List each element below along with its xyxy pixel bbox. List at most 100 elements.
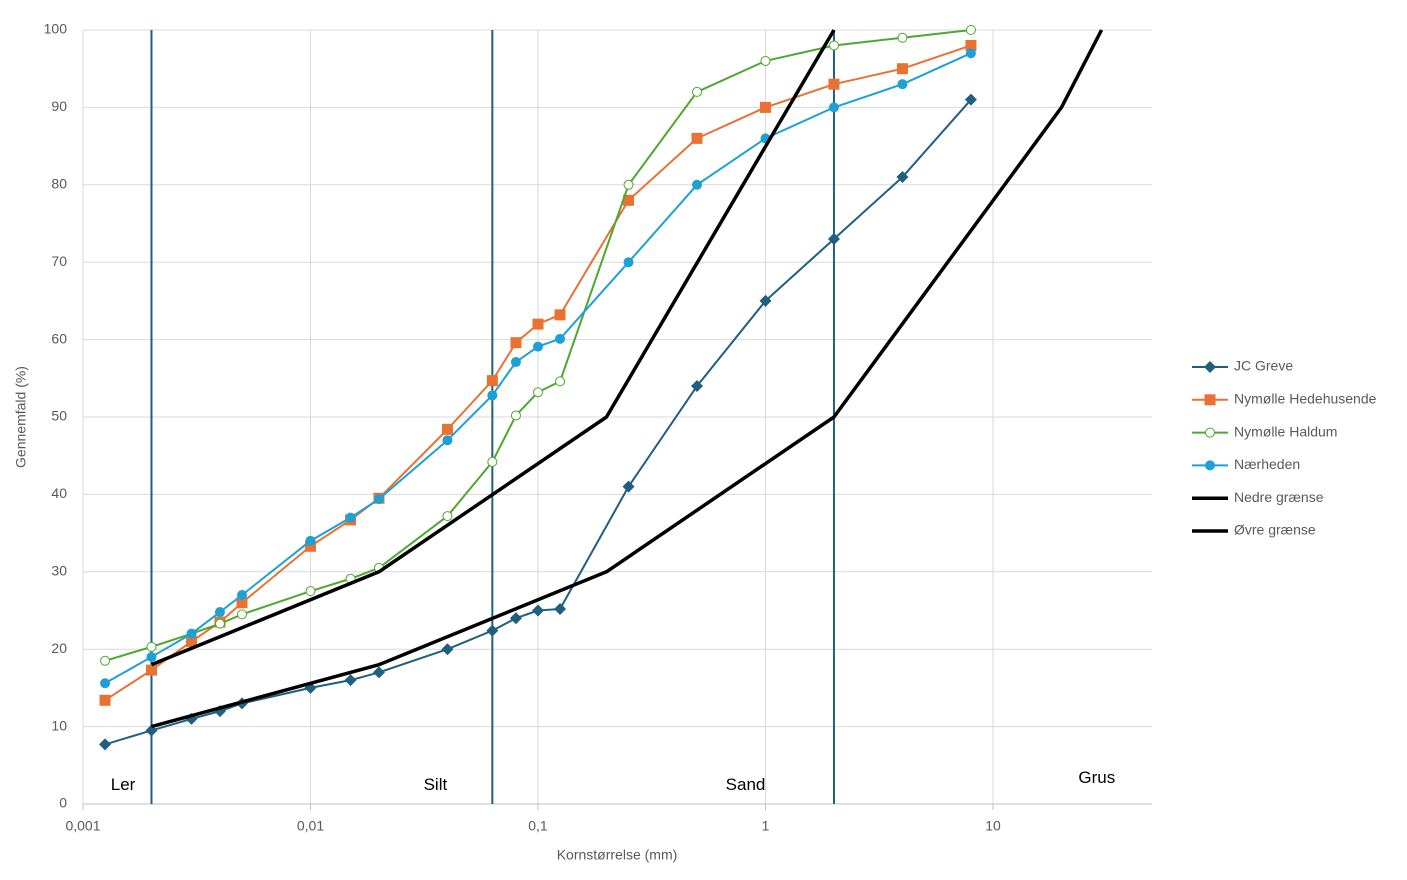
marker [510, 337, 522, 349]
marker [897, 79, 908, 90]
legend-entry: Nærheden [1192, 456, 1300, 472]
y-tick-label: 50 [51, 408, 67, 424]
y-tick-label: 100 [44, 21, 68, 37]
marker [510, 410, 521, 421]
legend-entry: Øvre grænse [1192, 522, 1316, 538]
marker [146, 651, 157, 662]
marker [372, 666, 385, 679]
marker [344, 674, 357, 687]
series-line [150, 29, 836, 667]
marker [100, 655, 111, 666]
marker [555, 376, 566, 387]
marker [554, 602, 567, 615]
marker [510, 357, 521, 368]
marker [1205, 460, 1215, 471]
x-tick-label: 0,1 [528, 818, 548, 834]
x-tick-label: 0,01 [297, 818, 324, 834]
zone-label: Grus [1078, 768, 1115, 787]
y-tick-label: 10 [51, 717, 67, 733]
y-tick-label: 90 [51, 98, 67, 114]
marker [345, 512, 356, 523]
marker [186, 628, 197, 639]
x-tick-label: 10 [985, 818, 1001, 834]
marker [759, 101, 771, 113]
marker [214, 618, 225, 629]
y-axis-title: Gennemfald (%) [13, 366, 29, 468]
marker [896, 63, 908, 75]
marker [965, 39, 977, 51]
marker [487, 456, 498, 467]
marker [442, 511, 453, 522]
marker [532, 387, 543, 398]
marker [692, 179, 703, 190]
marker [305, 535, 316, 546]
marker [828, 78, 840, 90]
marker [827, 232, 840, 245]
marker [146, 641, 157, 652]
marker [692, 86, 703, 97]
marker [486, 624, 499, 637]
marker [555, 333, 566, 344]
y-tick-label: 70 [51, 253, 67, 269]
x-axis-title: Kornstørrelse (mm) [557, 847, 678, 863]
marker [373, 494, 384, 505]
marker [99, 694, 111, 706]
marker [896, 171, 909, 184]
marker [487, 390, 498, 401]
legend-label: Nymølle Haldum [1234, 423, 1337, 439]
marker [237, 590, 248, 601]
marker [100, 678, 111, 689]
y-tick-label: 20 [51, 640, 67, 656]
marker [897, 32, 908, 43]
marker [237, 609, 248, 620]
marker [691, 380, 704, 393]
series-line [151, 29, 1104, 729]
y-tick-label: 30 [51, 563, 67, 579]
marker [531, 604, 544, 617]
marker [486, 375, 498, 387]
legend-entry: Nymølle Haldum [1192, 423, 1337, 439]
y-tick-label: 80 [51, 176, 67, 192]
zone-label: Ler [111, 775, 136, 794]
marker [964, 93, 977, 106]
marker [441, 643, 454, 656]
legend-label: JC Greve [1234, 358, 1293, 374]
zone-label: Sand [726, 775, 766, 794]
marker [305, 586, 316, 597]
y-tick-label: 60 [51, 330, 67, 346]
legend-label: Nedre grænse [1234, 489, 1324, 505]
marker [554, 309, 566, 321]
marker [236, 597, 248, 609]
legend-entry: Nymølle Hedehusende [1192, 391, 1377, 407]
marker [760, 55, 771, 66]
marker [214, 607, 225, 618]
marker [828, 40, 839, 51]
legend-label: Nymølle Hedehusende [1234, 391, 1377, 407]
marker [965, 48, 976, 59]
marker [145, 664, 157, 676]
legend-label: Nærheden [1234, 456, 1300, 472]
marker [1204, 394, 1216, 406]
marker [623, 257, 634, 268]
marker [509, 612, 522, 625]
legend-entry: JC Greve [1192, 358, 1293, 374]
legend-label: Øvre grænse [1234, 522, 1316, 538]
zone-label: Silt [424, 775, 448, 794]
y-tick-label: 0 [59, 795, 67, 811]
marker [623, 179, 634, 190]
marker [442, 435, 453, 446]
marker [622, 480, 635, 493]
legend-entry: Nedre grænse [1192, 489, 1324, 505]
marker [691, 132, 703, 144]
marker [1204, 361, 1216, 373]
marker [186, 635, 198, 647]
marker [532, 341, 543, 352]
y-tick-label: 40 [51, 485, 67, 501]
marker [623, 194, 635, 206]
x-tick-label: 1 [762, 818, 770, 834]
x-tick-label: 0,001 [65, 818, 100, 834]
marker [99, 738, 112, 751]
marker [304, 540, 316, 552]
marker [1205, 427, 1215, 438]
